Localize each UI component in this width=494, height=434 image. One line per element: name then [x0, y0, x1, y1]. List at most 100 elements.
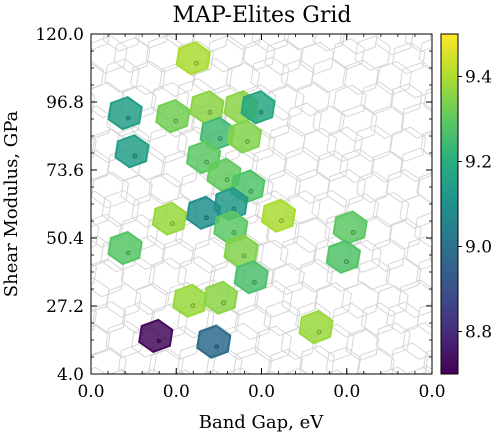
- grid-cell: [164, 34, 196, 48]
- elite-point: [207, 109, 213, 115]
- elite-cell: [107, 95, 143, 131]
- grid-cell: [106, 283, 142, 318]
- elite-point: [125, 250, 131, 256]
- elite-cell: [260, 198, 297, 233]
- grid-cell: [353, 124, 393, 163]
- colorbar-tick-label: 8.8: [465, 323, 492, 343]
- grid-cell: [420, 0, 452, 27]
- elite-cell: [325, 239, 361, 274]
- elite-point: [190, 303, 196, 309]
- y-axis-label: Shear Modulus, GPa: [1, 111, 22, 298]
- grid-cell: [206, 35, 245, 73]
- grid-cell: [418, 39, 432, 69]
- grid-cell: [285, 190, 321, 225]
- grid-cell: [420, 130, 432, 158]
- grid-cell: [391, 41, 426, 75]
- grid-cell: [175, 78, 216, 117]
- grid-cell: [40, 59, 77, 95]
- grid-cell: [283, 146, 320, 183]
- grid-cell: [399, 194, 432, 229]
- grid-cell: [407, 365, 432, 374]
- x-tick-label: 0.0: [77, 382, 104, 402]
- grid-cell: [118, 342, 157, 374]
- grid-cell: [242, 38, 276, 71]
- grid-cell: [104, 58, 140, 93]
- grid-cell: [251, 146, 288, 183]
- elite-point: [156, 338, 162, 344]
- y-tick-label: 50.4: [46, 229, 84, 249]
- grid-cell: [91, 262, 97, 285]
- x-tick-label: 0.0: [248, 382, 275, 402]
- grid-cell: [264, 39, 303, 76]
- elite-point: [258, 109, 264, 115]
- elite-cell: [151, 201, 188, 236]
- grid-cell: [91, 213, 122, 248]
- elite-point: [248, 189, 254, 194]
- grid-cell: [148, 257, 187, 296]
- grid-cell: [376, 285, 409, 317]
- grid-cell: [91, 347, 127, 374]
- plot-area: [40, 0, 452, 426]
- colorbar: 8.8 9.0 9.2 9.4: [440, 33, 492, 375]
- elite-point: [170, 221, 175, 227]
- grid-cell: [388, 394, 420, 425]
- grid-cell: [423, 87, 432, 113]
- grid-cell: [280, 59, 315, 92]
- grid-cell: [371, 238, 406, 272]
- grid-cell: [356, 171, 390, 204]
- grid-cell: [91, 277, 110, 313]
- grid-cell: [312, 34, 345, 52]
- grid-cell: [42, 192, 80, 229]
- grid-cell: [314, 282, 352, 319]
- grid-cell: [400, 102, 432, 139]
- grid-cell: [266, 83, 305, 121]
- grid-cell: [356, 393, 388, 424]
- grid-cell: [302, 127, 338, 162]
- grid-cell: [121, 301, 155, 334]
- grid-cell: [101, 189, 140, 228]
- elite-cell: [138, 318, 174, 354]
- x-tick-label: 0.0: [163, 382, 190, 402]
- grid-cell: [414, 212, 432, 248]
- y-tick-label: 120.0: [35, 25, 84, 45]
- elite-point: [350, 230, 356, 235]
- grid-cell: [423, 349, 432, 374]
- chart-title: MAP-Elites Grid: [173, 3, 352, 28]
- grid-cell: [221, 322, 261, 361]
- grid-cell: [399, 147, 432, 183]
- grid-cell: [226, 34, 262, 51]
- grid-cell: [91, 81, 125, 119]
- elite-point: [231, 206, 237, 212]
- elite-point: [173, 118, 179, 124]
- colorbar-gradient: [440, 33, 459, 375]
- elite-point: [279, 218, 284, 224]
- grid-cell: [161, 238, 194, 270]
- grid-cell: [397, 279, 432, 319]
- colorbar-tick-label: 9.2: [465, 153, 492, 173]
- colorbar-ticks: 8.8 9.0 9.2 9.4: [458, 68, 492, 343]
- grid-cell: [120, 174, 153, 207]
- elite-point: [231, 230, 237, 235]
- grid-cell: [299, 345, 335, 374]
- grid-cell: [91, 136, 97, 159]
- grid-cell: [91, 92, 96, 116]
- grid-cell: [310, 57, 348, 94]
- y-tick-label: 27.2: [46, 297, 84, 317]
- grid-cell: [326, 126, 364, 163]
- grid-cell: [332, 38, 365, 70]
- grid-cell: [271, 262, 305, 295]
- grid-cell: [251, 34, 290, 53]
- grid-cell: [286, 102, 322, 137]
- filled-cells: [107, 41, 368, 359]
- grid-cell: [390, 342, 429, 374]
- elite-cell: [226, 119, 263, 154]
- grid-cell: [148, 172, 181, 205]
- elite-point: [343, 259, 349, 265]
- grid-cell: [116, 394, 149, 426]
- grid-cell: [372, 191, 410, 228]
- elite-cell: [114, 134, 150, 169]
- grid-cell: [393, 0, 426, 28]
- grid-cell: [399, 62, 432, 99]
- grid-cell: [91, 47, 93, 59]
